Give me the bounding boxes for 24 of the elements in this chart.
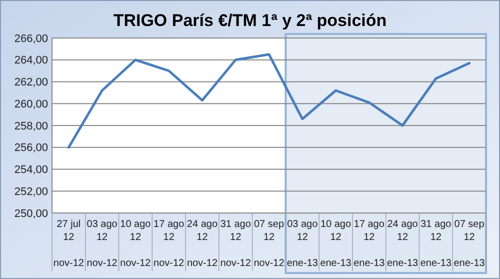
y-tick-label: 256,00 (14, 142, 48, 154)
category-label: 17 ago 12 nov-12 (154, 219, 184, 269)
y-tick-label: 254,00 (14, 164, 48, 176)
category-label: 03 ago 12 ene-13 (286, 219, 318, 269)
y-tick-label: 262,00 (14, 76, 48, 89)
line-series (67, 53, 471, 149)
category-label: 24 ago 12 ene-13 (386, 219, 418, 269)
y-tick-label: 266,00 (14, 32, 48, 45)
chart-title: TRIGO París €/TM 1ª y 2ª posición (113, 11, 387, 30)
category-label: 07 sep 12 ene-13 (454, 219, 485, 269)
y-tick-label: 252,00 (14, 186, 48, 198)
category-label: 03 ago 12 nov-12 (86, 219, 118, 269)
category-label: 10 ago 12 nov-12 (120, 219, 151, 269)
category-label: 31 ago 12 nov-12 (220, 219, 251, 269)
category-label: 31 ago 12 ene-13 (420, 219, 452, 269)
category-label: 24 ago 12 nov-12 (186, 219, 218, 269)
category-label: 10 ago 12 ene-13 (320, 219, 352, 269)
category-label: 07 sep 12 nov-12 (254, 219, 284, 269)
y-tick-label: 250,00 (14, 208, 48, 220)
category-label: 17 ago 12 ene-13 (354, 219, 385, 269)
category-label: 27 jul 12 nov-12 (53, 219, 84, 269)
y-tick-label: 264,00 (14, 54, 48, 67)
y-tick-label: 260,00 (14, 98, 48, 110)
y-tick-label: 258,00 (14, 120, 48, 132)
